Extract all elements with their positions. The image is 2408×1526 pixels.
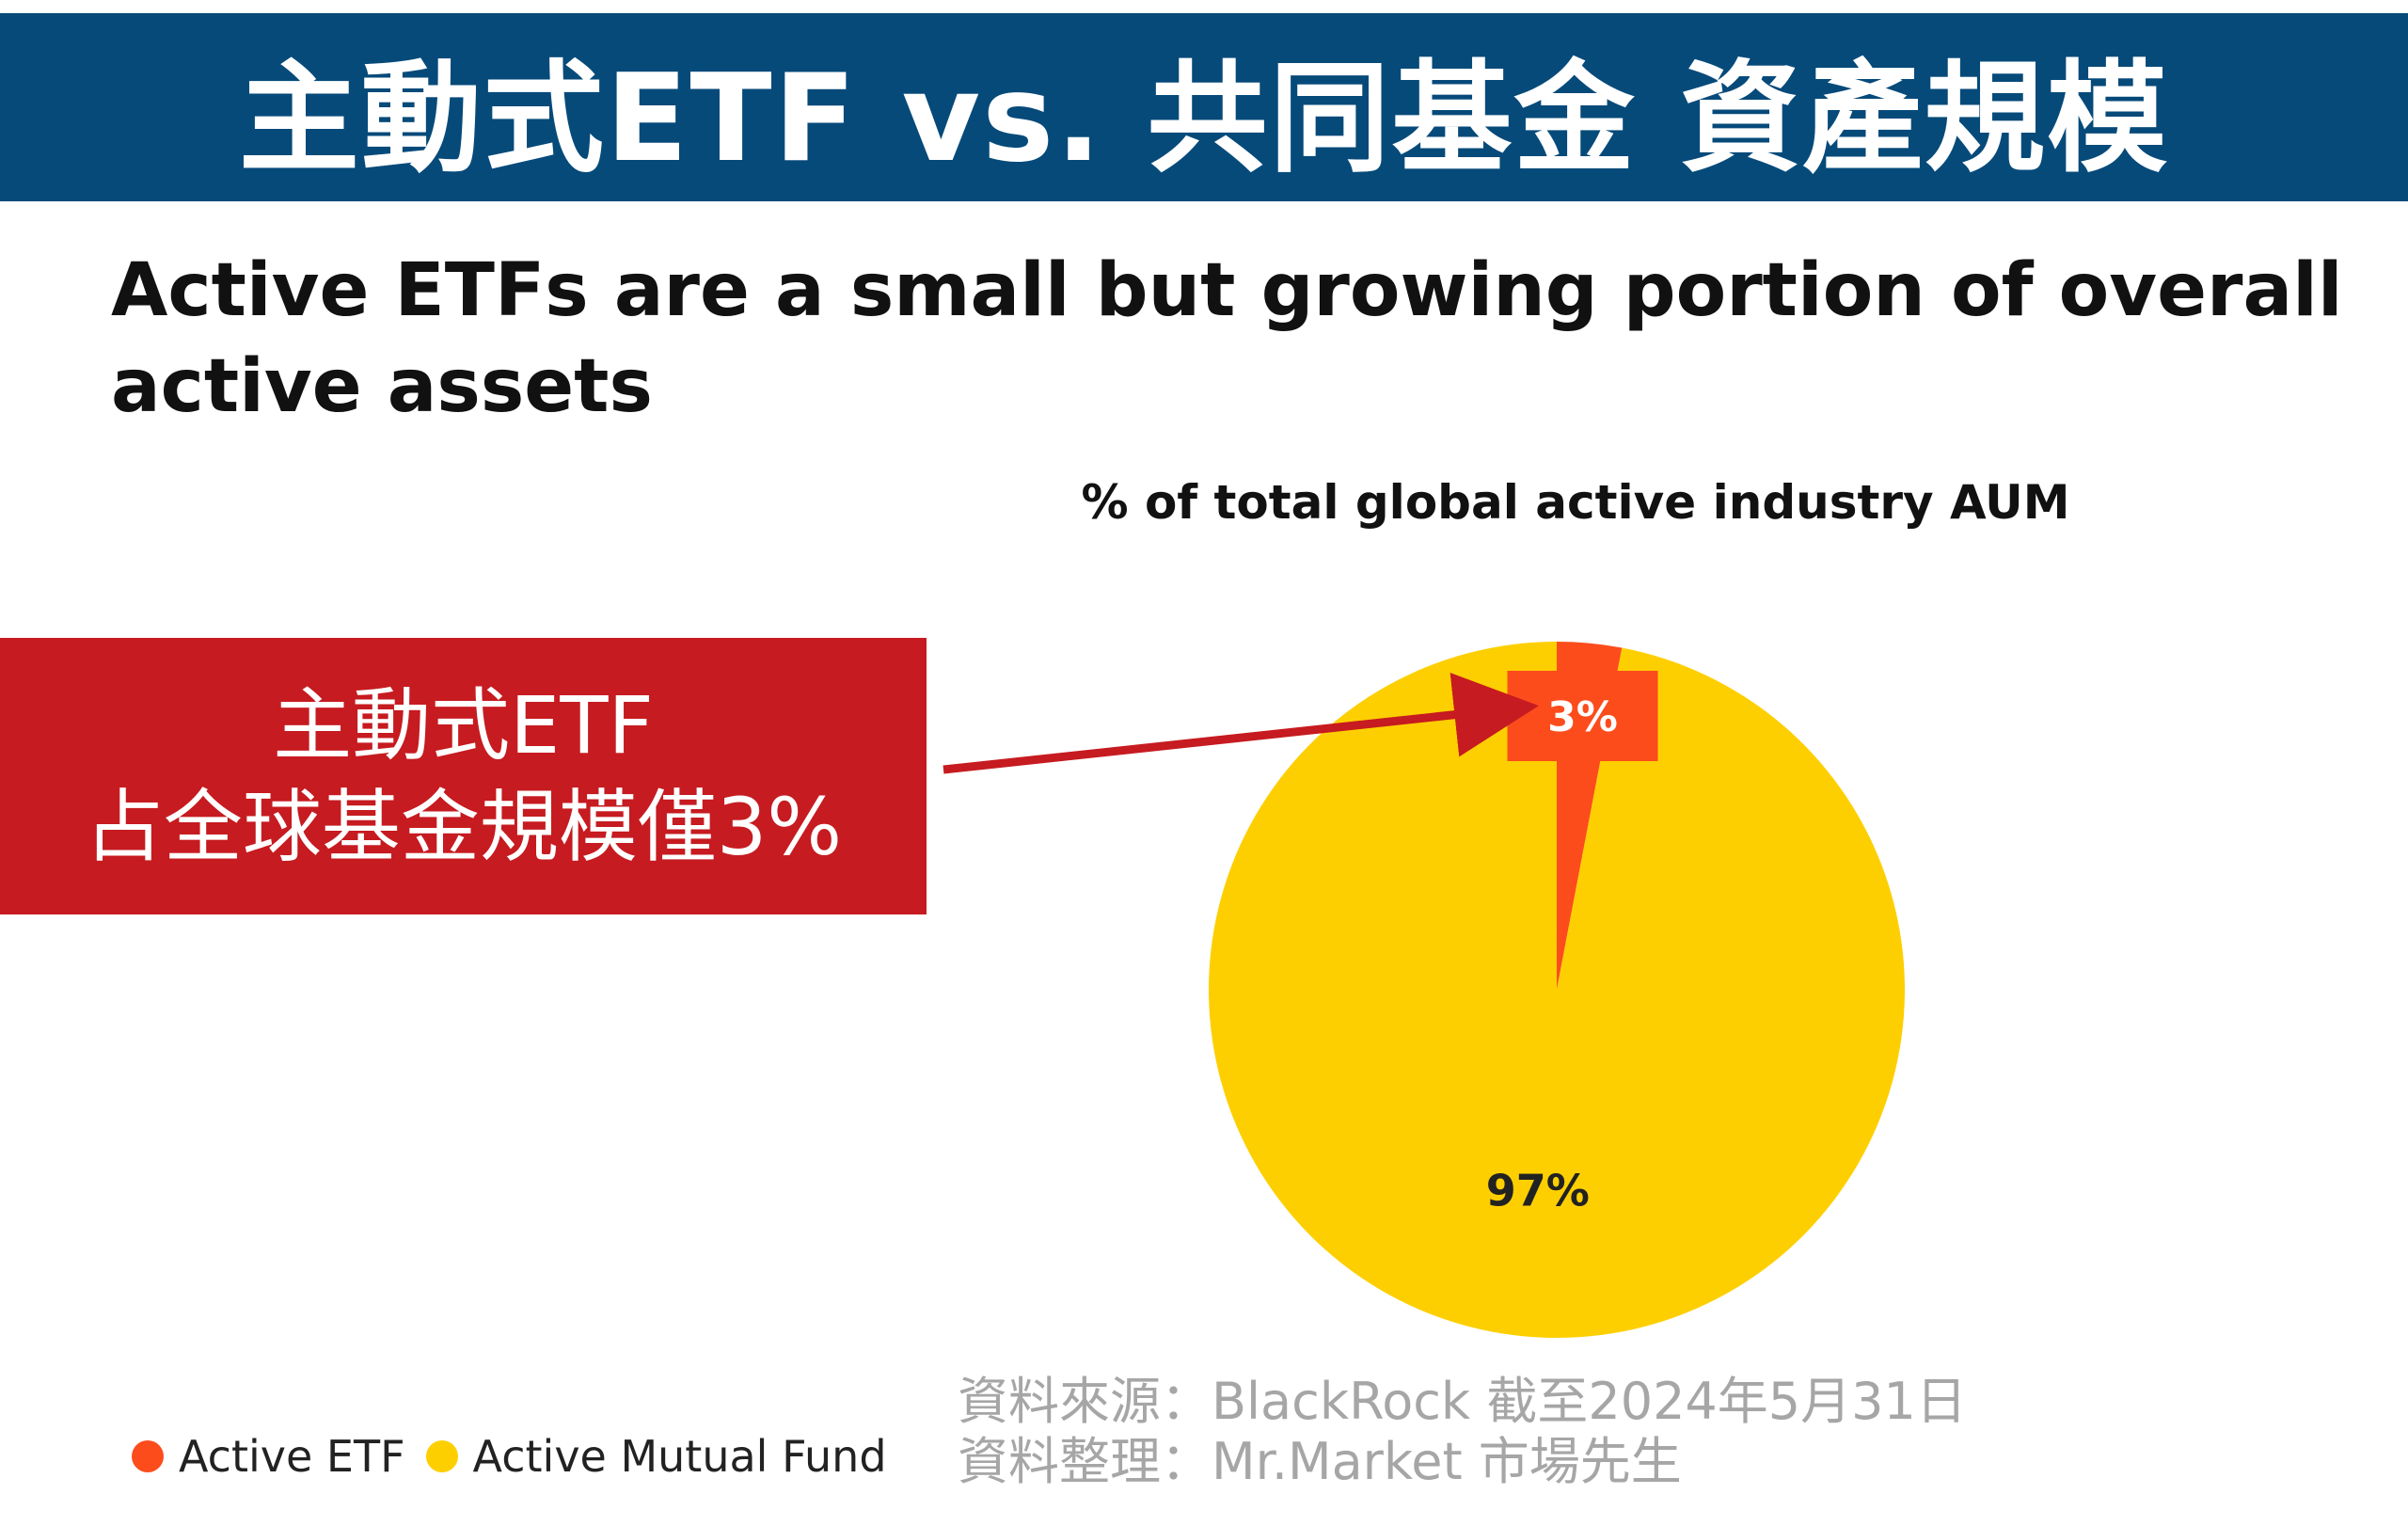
chart-title: % of total global active industry AUM (1081, 475, 2070, 530)
data-label-active-mutual-fund: 97% (1486, 1166, 1590, 1216)
data-label-active-etf: 3% (1547, 693, 1618, 741)
headline-line-2: active assets (111, 344, 653, 429)
legend-item-active-mutual-fund: Active Mutual Fund (425, 1431, 887, 1482)
headline: Active ETFs are a small but growing port… (111, 243, 2387, 435)
title-banner: 主動式ETF vs. 共同基金 資產規模 (0, 13, 2408, 201)
callout-arrow (943, 672, 1539, 774)
source-line-1: 資料來源：BlackRock 截至2024年5月31日 (958, 1372, 1967, 1431)
headline-line-1: Active ETFs are a small but growing port… (111, 248, 2343, 333)
callout-box: 主動式ETF 占全球基金規模僅3% (0, 638, 927, 914)
pie-slice-active-mutual-fund (1208, 641, 1905, 1339)
source-line-2: 資料整理：Mr.Market 市場先生 (958, 1432, 1682, 1491)
legend-item-active-etf: Active ETF (132, 1431, 405, 1482)
chart-legend: Active ETF Active Mutual Fund (132, 1428, 908, 1485)
callout-line-1: 主動式ETF (273, 679, 654, 771)
callout-line-2: 占全球基金規模僅3% (84, 781, 843, 873)
legend-swatch-active-etf (132, 1440, 164, 1472)
source-note: 資料來源：BlackRock 截至2024年5月31日 資料整理：Mr.Mark… (958, 1372, 1967, 1492)
legend-label-active-etf: Active ETF (179, 1431, 405, 1482)
banner-title: 主動式ETF vs. 共同基金 資產規模 (238, 48, 2170, 189)
legend-swatch-active-mutual-fund (425, 1440, 458, 1472)
legend-label-active-mutual-fund: Active Mutual Fund (472, 1431, 887, 1482)
